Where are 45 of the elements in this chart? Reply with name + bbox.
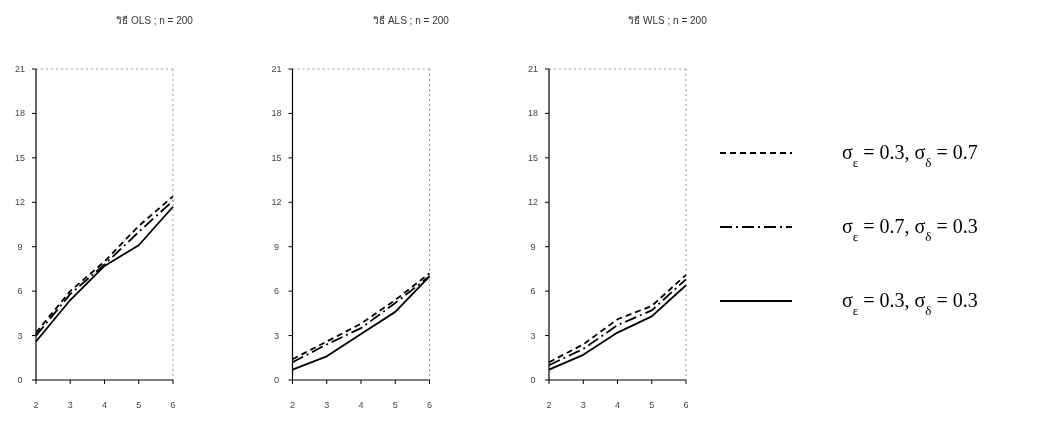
x-tick-label: 3: [580, 400, 586, 410]
y-tick-label: 0: [17, 375, 23, 385]
x-tick-label: 6: [170, 400, 176, 410]
y-tick-label: 0: [273, 375, 280, 385]
chart-title: วิธี OLS ; n = 200: [116, 15, 194, 26]
y-tick-label: 15: [527, 152, 539, 163]
y-tick-label: 18: [14, 108, 26, 119]
x-tick-label: 3: [67, 400, 73, 410]
y-tick-label: 15: [14, 152, 26, 163]
y-tick-label: 12: [271, 197, 282, 208]
y-tick-label: 6: [530, 286, 536, 297]
text: σ$_{ε}$ = 0.7, σ$_{δ}$ = 0.3: [842, 215, 978, 244]
y-tick-label: 9: [273, 241, 280, 252]
x-tick-label: 4: [101, 400, 108, 410]
x-tick-label: 2: [33, 400, 39, 410]
text: σ$_{ε}$ = 0.3, σ$_{δ}$ = 0.3: [842, 289, 978, 318]
x-tick-label: 4: [358, 400, 364, 410]
y-tick-label: 18: [527, 108, 539, 119]
x-tick-label: 2: [546, 400, 552, 410]
chart-title: วิธี ALS ; n = 200: [373, 15, 450, 26]
chart-title: วิธี WLS ; n = 200: [628, 15, 708, 26]
x-tick-label: 4: [614, 400, 621, 410]
x-tick-label: 6: [683, 400, 689, 410]
y-tick-label: 18: [271, 108, 282, 119]
y-tick-label: 12: [14, 197, 26, 208]
x-tick-label: 5: [392, 400, 398, 410]
y-tick-label: 9: [17, 241, 23, 252]
y-tick-label: 6: [273, 286, 280, 297]
text: σ$_{ε}$ = 0.3, σ$_{δ}$ = 0.7: [842, 141, 978, 170]
y-tick-label: 21: [14, 64, 26, 74]
x-tick-label: 5: [136, 400, 142, 410]
y-tick-label: 15: [271, 152, 282, 163]
y-tick-label: 21: [527, 64, 539, 74]
y-tick-label: 12: [527, 197, 539, 208]
y-tick-label: 21: [271, 64, 282, 74]
x-tick-label: 6: [426, 400, 433, 410]
x-tick-label: 3: [324, 400, 330, 410]
y-tick-label: 3: [530, 330, 536, 341]
x-tick-label: 2: [289, 400, 296, 410]
y-tick-label: 6: [17, 286, 23, 297]
y-tick-label: 3: [273, 330, 280, 341]
y-tick-label: 3: [17, 330, 23, 341]
y-tick-label: 9: [530, 241, 536, 252]
y-tick-label: 0: [530, 375, 536, 385]
x-tick-label: 5: [649, 400, 655, 410]
